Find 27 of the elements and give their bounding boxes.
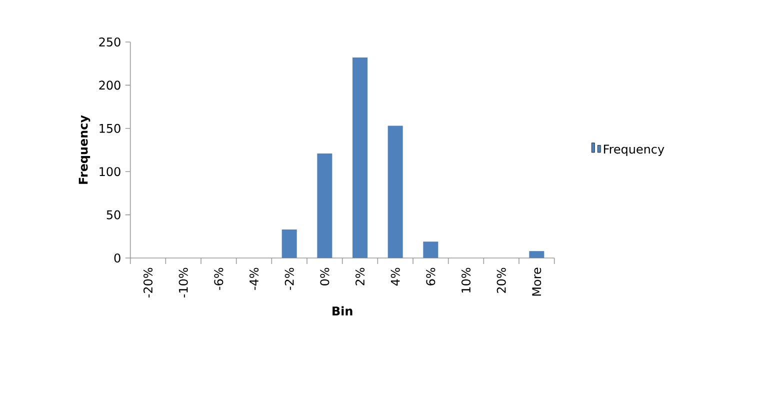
x-tick-label: -4% [249, 268, 259, 290]
x-axis-title: Bin [332, 306, 352, 316]
bar [423, 242, 438, 258]
x-tick-label: 6% [426, 268, 436, 286]
x-tick-label: -6% [214, 268, 224, 290]
y-tick-label: 50 [106, 210, 120, 220]
x-tick-label: 0% [320, 268, 330, 286]
x-tick-label: 20% [496, 268, 506, 293]
y-tick-label: 0 [114, 253, 120, 263]
x-tick-label: -20% [143, 268, 153, 298]
bar [317, 153, 332, 258]
x-tick-label: 10% [461, 268, 471, 292]
x-tick-label: 2% [355, 268, 365, 286]
y-tick-label: 200 [99, 80, 120, 90]
x-tick-label: -2% [284, 268, 294, 290]
x-tick-label: 4% [390, 268, 400, 286]
bar [529, 251, 544, 258]
x-tick-label: More [532, 268, 542, 296]
y-tick-label: 100 [100, 167, 120, 176]
y-tick-label: 250 [99, 37, 120, 47]
y-tick-label: 150 [100, 124, 120, 133]
y-axis-title: Frequency [78, 115, 90, 184]
bar [388, 126, 403, 258]
bar [282, 229, 297, 258]
x-tick-label: -10% [178, 268, 188, 298]
bar [352, 58, 368, 258]
legend-label: Frequency [604, 144, 664, 156]
